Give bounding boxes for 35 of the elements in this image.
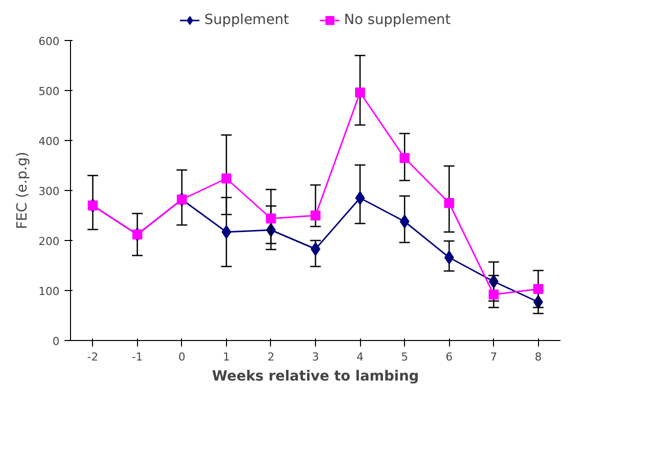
x-tick-label: -1 bbox=[132, 350, 143, 364]
x-tick-label: 1 bbox=[222, 350, 230, 364]
x-tick-label: 0 bbox=[178, 350, 186, 364]
x-tick-label: 6 bbox=[446, 350, 453, 364]
point bbox=[310, 242, 320, 256]
point bbox=[221, 174, 232, 184]
x-tick-label: 4 bbox=[356, 350, 364, 364]
y-tick-label: 300 bbox=[38, 185, 60, 198]
y-tick-label: 400 bbox=[38, 135, 60, 148]
point bbox=[266, 214, 276, 224]
point bbox=[444, 250, 454, 264]
point bbox=[400, 214, 410, 228]
x-axis-title: Weeks relative to lambing bbox=[212, 368, 419, 384]
point bbox=[222, 225, 232, 239]
x-tick-label: -2 bbox=[87, 350, 98, 364]
y-tick-label: 100 bbox=[38, 285, 60, 298]
y-axis-title: FEC (e.p.g) bbox=[14, 152, 31, 230]
legend-label: No supplement bbox=[344, 12, 451, 28]
x-tick-label: 2 bbox=[267, 350, 274, 364]
point bbox=[444, 198, 454, 208]
point bbox=[355, 191, 365, 205]
point bbox=[533, 284, 544, 294]
point bbox=[310, 210, 320, 220]
legend-label: Supplement bbox=[204, 12, 290, 28]
point bbox=[488, 290, 499, 300]
point bbox=[355, 88, 366, 98]
x-tick-label: 8 bbox=[534, 350, 542, 364]
x-tick-label: 5 bbox=[401, 350, 408, 364]
point bbox=[400, 153, 410, 163]
y-tick-label: 0 bbox=[52, 335, 60, 348]
y-tick-label: 200 bbox=[38, 235, 60, 248]
y-tick-label: 500 bbox=[38, 85, 60, 98]
y-tick-label: 600 bbox=[38, 35, 60, 48]
x-tick-label: 3 bbox=[312, 350, 319, 364]
x-tick-label: 7 bbox=[490, 350, 498, 364]
